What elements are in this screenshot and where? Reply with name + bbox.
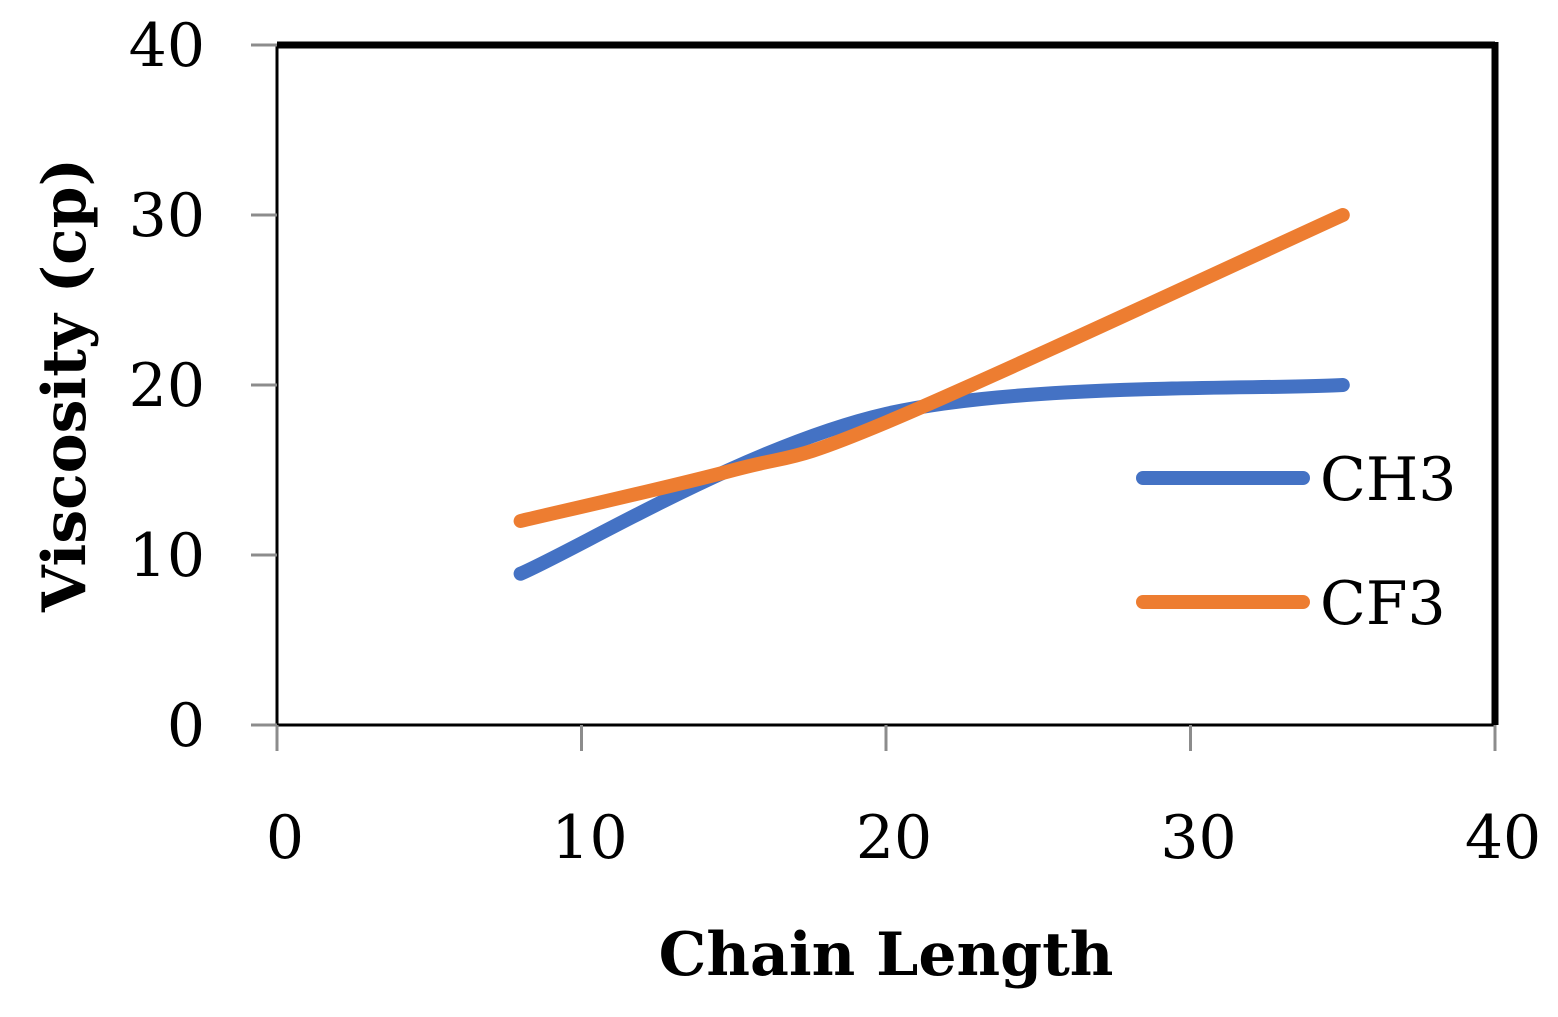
x-tick-label: 40 <box>1465 803 1541 873</box>
x-tick-label: 0 <box>266 803 304 873</box>
legend-label-cf3: CF3 <box>1320 569 1446 639</box>
x-tick-label: 30 <box>1160 803 1236 873</box>
y-tick-label: 0 <box>167 691 205 761</box>
x-axis-title: Chain Length <box>659 920 1114 990</box>
y-tick-label: 10 <box>129 521 205 591</box>
series-line-cf3 <box>513 208 1350 528</box>
y-tick-label: 40 <box>129 11 205 81</box>
y-tick-label: 20 <box>129 351 205 421</box>
y-tick-label: 30 <box>129 181 205 251</box>
series-lines <box>513 208 1350 581</box>
x-tick-label: 20 <box>856 803 932 873</box>
legend: CH3 CF3 <box>1136 445 1456 639</box>
legend-label-ch3: CH3 <box>1320 445 1456 515</box>
axis-ticks <box>251 43 1497 751</box>
y-axis-title: Viscosity (cp) <box>30 158 100 613</box>
series-line-ch3 <box>513 378 1350 581</box>
x-tick-labels: 0 10 20 30 40 <box>266 803 1541 873</box>
y-tick-labels: 0 10 20 30 40 <box>129 11 205 761</box>
x-tick-label: 10 <box>551 803 627 873</box>
